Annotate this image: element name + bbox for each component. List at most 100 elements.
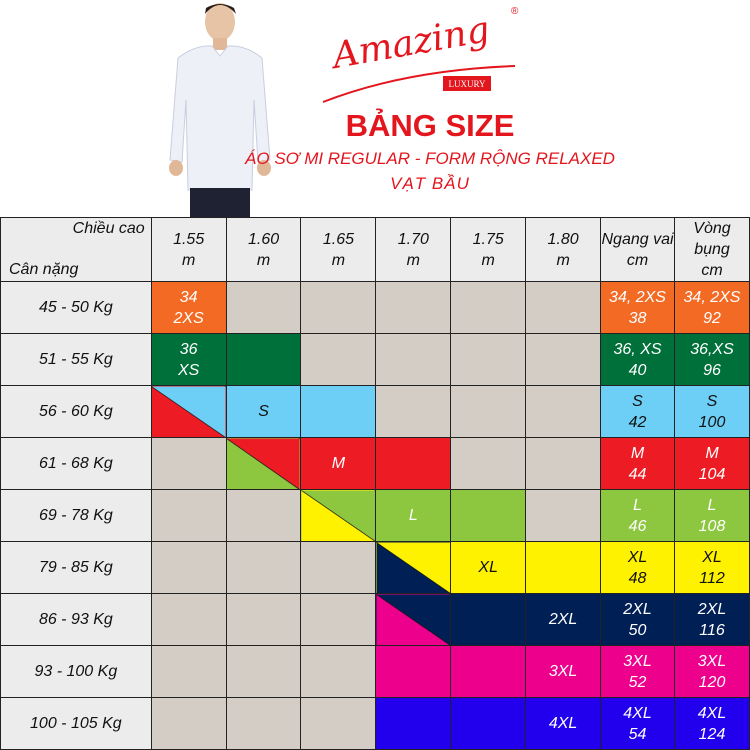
weight-label: 100 - 105 Kg <box>0 697 152 750</box>
size-cell <box>225 645 302 698</box>
shoulder-cell: M 44 <box>600 437 675 490</box>
waist-cell: 3XL 120 <box>673 645 750 698</box>
weight-label: 61 - 68 Kg <box>0 437 152 490</box>
table-row: 56 - 60 Kg S S 42 S 100 <box>0 385 750 438</box>
height-header: 1.75 m <box>450 217 527 282</box>
size-cell <box>150 697 227 750</box>
size-cell <box>375 281 452 334</box>
size-cell <box>450 697 527 750</box>
weight-label: 86 - 93 Kg <box>0 593 152 646</box>
size-cell <box>525 385 602 438</box>
size-cell <box>150 385 227 438</box>
waist-cell: S 100 <box>673 385 750 438</box>
shoulder-cell: 34, 2XS 38 <box>600 281 675 334</box>
size-cell <box>375 541 452 594</box>
size-cell <box>225 541 302 594</box>
size-cell: 34 2XS <box>150 281 227 334</box>
size-cell <box>225 281 302 334</box>
size-cell: 4XL <box>525 697 602 750</box>
shoulder-cell: S 42 <box>600 385 675 438</box>
size-cell <box>150 593 227 646</box>
size-cell <box>225 489 302 542</box>
size-cell <box>525 541 602 594</box>
header-row: Chiều cao Cân nặng 1.55 m 1.60 m 1.65 m 1.7… <box>0 217 750 282</box>
waist-cell: 36,XS 96 <box>673 333 750 386</box>
model-photo <box>169 3 271 217</box>
size-cell <box>300 281 377 334</box>
size-cell <box>525 281 602 334</box>
size-cell <box>375 697 452 750</box>
table-row: 69 - 78 Kg L L 46 L 108 <box>0 489 750 542</box>
size-cell: L <box>375 489 452 542</box>
size-cell <box>225 593 302 646</box>
table-row: 79 - 85 Kg XL XL 48 XL 112 <box>0 541 750 594</box>
weight-label: 93 - 100 Kg <box>0 645 152 698</box>
weight-label: 79 - 85 Kg <box>0 541 152 594</box>
size-cell <box>300 333 377 386</box>
size-cell <box>300 697 377 750</box>
size-cell <box>300 385 377 438</box>
shoulder-cell: XL 48 <box>600 541 675 594</box>
waist-cell: M 104 <box>673 437 750 490</box>
size-cell: 2XL <box>525 593 602 646</box>
size-cell <box>450 437 527 490</box>
waist-cell: 2XL 116 <box>673 593 750 646</box>
size-cell <box>375 593 452 646</box>
size-cell <box>150 437 227 490</box>
size-cell: S <box>225 385 302 438</box>
size-cell: 36 XS <box>150 333 227 386</box>
waist-cell: L 108 <box>673 489 750 542</box>
size-cell <box>300 489 377 542</box>
shoulder-cell: 4XL 54 <box>600 697 675 750</box>
height-header: 1.65 m <box>300 217 377 282</box>
waist-cell: XL 112 <box>673 541 750 594</box>
size-cell <box>525 489 602 542</box>
size-cell <box>375 437 452 490</box>
shoulder-header: Ngang vai cm <box>600 217 675 282</box>
height-axis-label: Chiều cao <box>72 220 145 237</box>
size-cell <box>450 645 527 698</box>
table-row: 100 - 105 Kg 4XL 4XL 54 4XL 124 <box>0 697 750 750</box>
size-cell: 3XL <box>525 645 602 698</box>
height-header: 1.80 m <box>525 217 602 282</box>
size-cell <box>525 437 602 490</box>
shoulder-cell: 3XL 52 <box>600 645 675 698</box>
size-cell <box>225 697 302 750</box>
registered-mark: ® <box>511 6 519 17</box>
waist-cell: 34, 2XS 92 <box>673 281 750 334</box>
subtitle-2: VẠT BẦU <box>390 174 470 193</box>
weight-label: 51 - 55 Kg <box>0 333 152 386</box>
page-title: BẢNG SIZE <box>345 108 515 143</box>
size-cell <box>300 541 377 594</box>
size-cell <box>375 333 452 386</box>
weight-axis-label: Cân nặng <box>9 261 79 278</box>
size-cell: XL <box>450 541 527 594</box>
table-row: 86 - 93 Kg 2XL 2XL 50 2XL 116 <box>0 593 750 646</box>
waist-header: Vòng bụng cm <box>673 217 750 282</box>
size-cell <box>225 437 302 490</box>
table-row: 51 - 55 Kg 36 XS 36, XS 40 36,XS 96 <box>0 333 750 386</box>
amazing-luxury-logo: Amazing LUXURY ® <box>322 6 519 103</box>
size-cell <box>450 489 527 542</box>
size-cell <box>450 385 527 438</box>
shoulder-cell: L 46 <box>600 489 675 542</box>
weight-label: 56 - 60 Kg <box>0 385 152 438</box>
size-cell <box>450 281 527 334</box>
subtitle: ÁO SƠ MI REGULAR - FORM RỘNG RELAXED <box>245 149 615 168</box>
size-cell <box>150 489 227 542</box>
size-cell <box>450 593 527 646</box>
logo-sub: LUXURY <box>448 79 486 89</box>
weight-label: 69 - 78 Kg <box>0 489 152 542</box>
waist-cell: 4XL 124 <box>673 697 750 750</box>
height-header: 1.70 m <box>375 217 452 282</box>
size-table: Chiều cao Cân nặng 1.55 m 1.60 m 1.65 m 1.7… <box>0 217 750 750</box>
size-cell <box>225 333 302 386</box>
table-row: 61 - 68 Kg M M 44 M 104 <box>0 437 750 490</box>
size-cell <box>150 645 227 698</box>
size-cell <box>375 385 452 438</box>
size-cell <box>525 333 602 386</box>
size-cell <box>300 645 377 698</box>
table-row: 45 - 50 Kg 34 2XS 34, 2XS 38 34, 2XS 92 <box>0 281 750 334</box>
size-cell: M <box>300 437 377 490</box>
size-cell <box>375 645 452 698</box>
